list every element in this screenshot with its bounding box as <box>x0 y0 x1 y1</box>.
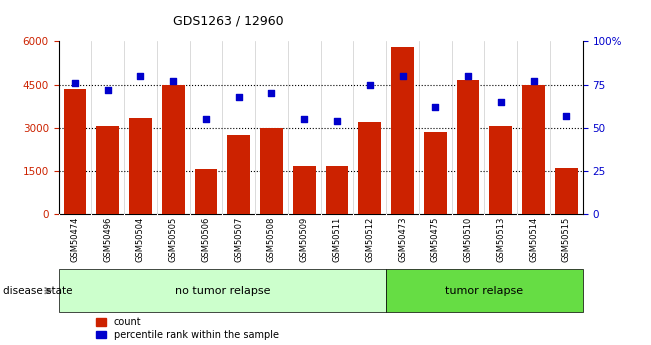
Point <box>529 78 539 84</box>
Point <box>365 82 375 87</box>
Text: GSM50475: GSM50475 <box>431 217 440 262</box>
Point <box>561 113 572 118</box>
Point <box>332 118 342 124</box>
Bar <box>96 126 119 214</box>
Bar <box>64 89 87 214</box>
Text: GSM50474: GSM50474 <box>70 217 79 262</box>
Text: GSM50496: GSM50496 <box>104 217 112 262</box>
Bar <box>391 47 414 214</box>
Text: GSM50506: GSM50506 <box>201 217 210 262</box>
Bar <box>195 169 217 214</box>
Text: GDS1263 / 12960: GDS1263 / 12960 <box>173 14 283 28</box>
Text: GSM50473: GSM50473 <box>398 217 407 262</box>
Bar <box>129 118 152 214</box>
Text: tumor relapse: tumor relapse <box>445 286 523 296</box>
Bar <box>490 126 512 214</box>
Point <box>397 73 408 79</box>
Text: GSM50514: GSM50514 <box>529 217 538 262</box>
Point <box>168 78 178 84</box>
Bar <box>424 132 447 214</box>
Bar <box>456 80 480 214</box>
Text: GSM50511: GSM50511 <box>333 217 342 262</box>
Bar <box>555 168 577 214</box>
Bar <box>522 85 545 214</box>
Point <box>234 94 244 99</box>
Point <box>266 90 277 96</box>
Bar <box>358 122 381 214</box>
Bar <box>227 135 250 214</box>
Point <box>463 73 473 79</box>
Bar <box>293 167 316 214</box>
Text: GSM50515: GSM50515 <box>562 217 571 262</box>
Text: GSM50512: GSM50512 <box>365 217 374 262</box>
Text: disease state: disease state <box>3 286 73 296</box>
Point <box>70 80 80 86</box>
Text: GSM50513: GSM50513 <box>496 217 505 262</box>
Point <box>299 116 309 122</box>
Text: GSM50507: GSM50507 <box>234 217 243 262</box>
Bar <box>260 128 283 214</box>
Text: no tumor relapse: no tumor relapse <box>174 286 270 296</box>
Text: GSM50510: GSM50510 <box>464 217 473 262</box>
Text: GSM50505: GSM50505 <box>169 217 178 262</box>
Point <box>495 99 506 105</box>
Bar <box>326 167 348 214</box>
Bar <box>161 85 185 214</box>
Point <box>201 116 211 122</box>
Text: GSM50508: GSM50508 <box>267 217 276 262</box>
Bar <box>59 269 386 312</box>
Text: GSM50509: GSM50509 <box>299 217 309 262</box>
Point <box>430 104 441 110</box>
Point <box>135 73 146 79</box>
Text: GSM50504: GSM50504 <box>136 217 145 262</box>
Legend: count, percentile rank within the sample: count, percentile rank within the sample <box>96 317 279 340</box>
Bar <box>386 269 583 312</box>
Point <box>102 87 113 92</box>
